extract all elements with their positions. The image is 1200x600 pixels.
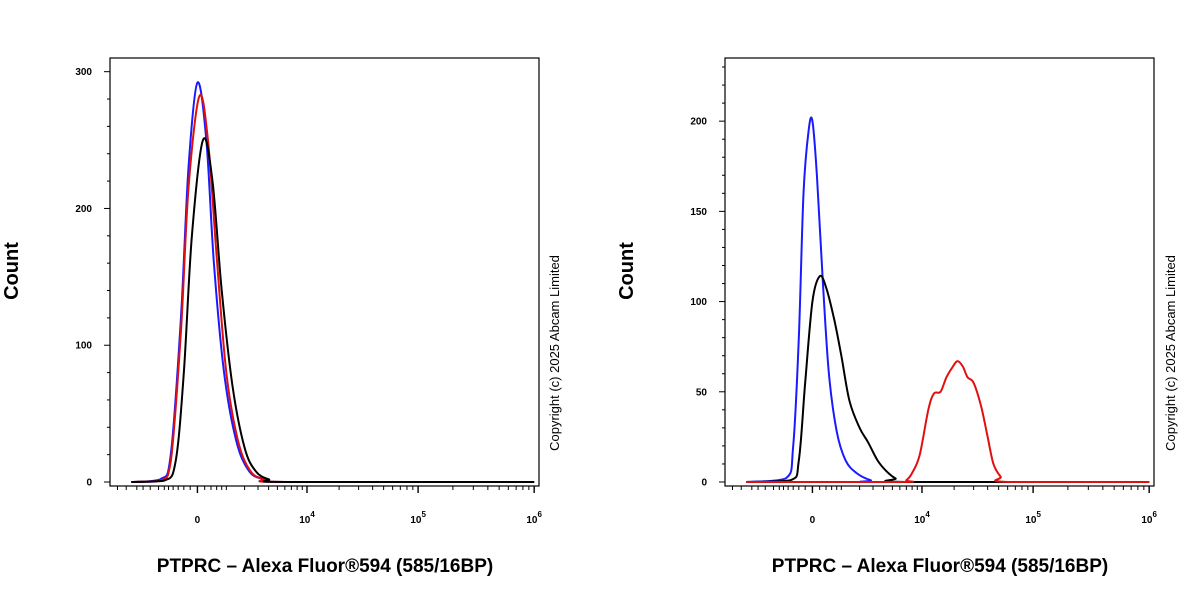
x-tick-label: 104 [299,510,315,526]
x-tick-labels: 0 104 105 106 [195,510,543,526]
series-line-red [131,93,535,483]
x-tick-label: 105 [1025,510,1041,526]
x-tick-exponent: 6 [1153,510,1158,519]
x-tick-exponent: 5 [421,510,426,519]
y-tick-label: 150 [690,207,707,218]
x-ticks [731,486,1150,493]
x-axis-label: PTPRC – Alexa Fluor®594 (585/16BP) [772,556,1108,577]
x-tick-label: 0 [810,515,816,526]
series-line-black [746,274,1150,483]
y-ticks [719,66,725,483]
y-axis-label: Count [616,242,638,300]
x-tick-exponent: 4 [925,510,930,519]
plot-frame [724,57,1155,487]
y-tick-label: 0 [86,478,92,489]
histogram-panel-left: 0 100 200 300 0 104 105 106 Count PTPRC – Alex… [1,57,562,577]
y-tick-labels: 0 100 200 300 [75,67,92,488]
plot-frame [109,57,540,487]
histogram-panel-right: 0 50 100 150 200 0 104 105 106 Count PTPRC – Al… [616,57,1178,577]
x-tick-label: 106 [1141,510,1157,526]
series-line-red [746,360,1150,484]
y-axis-label: Count [1,242,23,300]
y-tick-label: 100 [690,297,707,308]
x-tick-exponent: 4 [310,510,315,519]
x-tick-label: 106 [526,510,542,526]
y-ticks [104,71,110,483]
y-tick-label: 100 [75,341,92,352]
y-tick-label: 200 [690,117,707,128]
y-tick-label: 50 [696,387,708,398]
x-tick-exponent: 5 [1036,510,1041,519]
x-tick-label: 104 [914,510,930,526]
x-axis-label: PTPRC – Alexa Fluor®594 (585/16BP) [157,556,493,577]
series-line-blue [746,116,1150,484]
copyright-text: Copyright (c) 2025 Abcam Limited [1163,255,1178,451]
x-tick-label: 0 [195,515,201,526]
y-tick-labels: 0 50 100 150 200 [690,117,707,489]
series-group [131,81,535,483]
x-tick-labels: 0 104 105 106 [810,510,1158,526]
x-ticks [116,486,535,493]
y-tick-label: 0 [701,478,707,489]
copyright-text: Copyright (c) 2025 Abcam Limited [547,255,562,451]
y-tick-label: 300 [75,67,92,78]
x-tick-exponent: 6 [538,510,543,519]
x-tick-label: 105 [410,510,426,526]
y-tick-label: 200 [75,204,92,215]
series-group [746,116,1150,484]
series-line-black [131,137,535,483]
